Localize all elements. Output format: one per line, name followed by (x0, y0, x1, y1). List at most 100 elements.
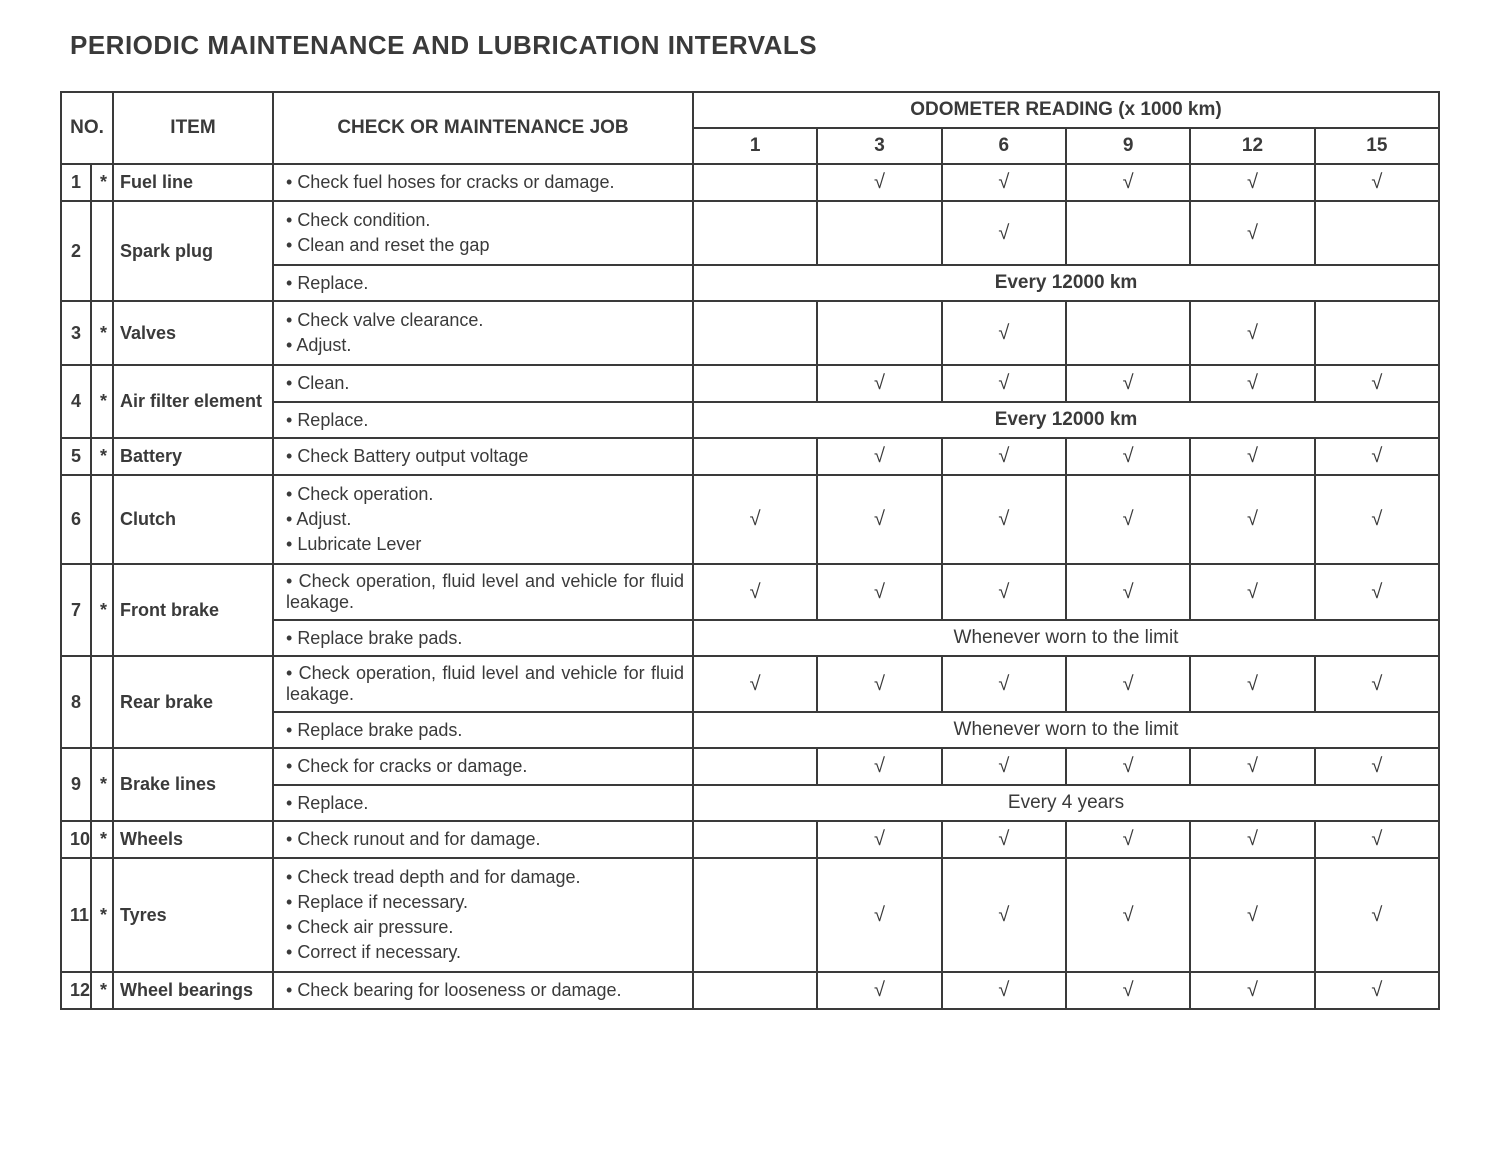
cell-no: 6 (61, 475, 91, 564)
cell-km (817, 201, 941, 265)
cell-no: 1 (61, 164, 91, 201)
cell-km: √ (1315, 656, 1439, 712)
cell-km: √ (693, 656, 817, 712)
cell-km: √ (1190, 438, 1314, 475)
cell-km: √ (942, 821, 1066, 858)
cell-item: Brake lines (113, 748, 273, 821)
header-km-15: 15 (1315, 128, 1439, 164)
table-row: 3 * Valves Check valve clearance. Adjust… (61, 301, 1439, 365)
cell-item: Front brake (113, 564, 273, 656)
page-title: PERIODIC MAINTENANCE AND LUBRICATION INT… (70, 30, 1440, 61)
cell-item: Clutch (113, 475, 273, 564)
cell-km: √ (942, 564, 1066, 620)
cell-km (1066, 201, 1190, 265)
cell-km: √ (1066, 972, 1190, 1009)
header-item: ITEM (113, 92, 273, 164)
cell-note: Every 12000 km (693, 265, 1439, 301)
cell-no: 8 (61, 656, 91, 748)
table-row: 11 * Tyres Check tread depth and for dam… (61, 858, 1439, 972)
table-row: 7 * Front brake Check operation, fluid l… (61, 564, 1439, 620)
cell-km: √ (1066, 438, 1190, 475)
header-km-9: 9 (1066, 128, 1190, 164)
header-km-12: 12 (1190, 128, 1314, 164)
cell-no: 9 (61, 748, 91, 821)
cell-item: Tyres (113, 858, 273, 972)
cell-job: Check runout and for damage. (273, 821, 693, 858)
cell-item: Wheel bearings (113, 972, 273, 1009)
cell-note: Every 12000 km (693, 402, 1439, 438)
header-no: NO. (61, 92, 113, 164)
cell-job: Replace brake pads. (273, 712, 693, 748)
cell-km: √ (1315, 164, 1439, 201)
cell-km (817, 301, 941, 365)
cell-no: 5 (61, 438, 91, 475)
cell-km (693, 748, 817, 785)
cell-item: Wheels (113, 821, 273, 858)
table-row: 4 * Air filter element Clean. √ √ √ √ √ (61, 365, 1439, 402)
cell-km: √ (942, 438, 1066, 475)
cell-item: Air filter element (113, 365, 273, 438)
table-row: 12 * Wheel bearings Check bearing for lo… (61, 972, 1439, 1009)
cell-km (693, 858, 817, 972)
cell-km: √ (1315, 438, 1439, 475)
cell-km: √ (1190, 201, 1314, 265)
cell-km: √ (1190, 365, 1314, 402)
cell-job: Replace. (273, 785, 693, 821)
cell-km: √ (1066, 656, 1190, 712)
cell-km: √ (942, 201, 1066, 265)
cell-star: * (91, 564, 113, 656)
cell-km: √ (1190, 821, 1314, 858)
cell-note: Whenever worn to the limit (693, 712, 1439, 748)
cell-star (91, 201, 113, 301)
table-row: 5 * Battery Check Battery output voltage… (61, 438, 1439, 475)
cell-star: * (91, 858, 113, 972)
header-km-3: 3 (817, 128, 941, 164)
cell-km: √ (1190, 656, 1314, 712)
cell-km: √ (817, 821, 941, 858)
cell-job: Check for cracks or damage. (273, 748, 693, 785)
header-odometer: ODOMETER READING (x 1000 km) (693, 92, 1439, 128)
cell-km (693, 201, 817, 265)
cell-km: √ (1190, 475, 1314, 564)
cell-km: √ (1066, 365, 1190, 402)
cell-km: √ (1190, 164, 1314, 201)
cell-km: √ (942, 164, 1066, 201)
cell-km: √ (817, 438, 941, 475)
cell-star: * (91, 365, 113, 438)
cell-km: √ (817, 748, 941, 785)
cell-km: √ (693, 475, 817, 564)
cell-km: √ (817, 564, 941, 620)
cell-km (693, 438, 817, 475)
cell-no: 7 (61, 564, 91, 656)
cell-star: * (91, 301, 113, 365)
table-row: 1 * Fuel line Check fuel hoses for crack… (61, 164, 1439, 201)
cell-km (1066, 301, 1190, 365)
cell-job: Replace. (273, 265, 693, 301)
cell-km: √ (1190, 858, 1314, 972)
cell-km: √ (1315, 972, 1439, 1009)
cell-star (91, 656, 113, 748)
table-row: 6 Clutch Check operation. Adjust. Lubric… (61, 475, 1439, 564)
cell-item: Valves (113, 301, 273, 365)
cell-km: √ (1315, 821, 1439, 858)
cell-no: 10 (61, 821, 91, 858)
cell-km: √ (1066, 164, 1190, 201)
table-row: 10 * Wheels Check runout and for damage.… (61, 821, 1439, 858)
cell-no: 4 (61, 365, 91, 438)
cell-km: √ (942, 858, 1066, 972)
cell-km (1315, 201, 1439, 265)
cell-km: √ (942, 748, 1066, 785)
header-job: CHECK OR MAINTENANCE JOB (273, 92, 693, 164)
cell-km: √ (817, 972, 941, 1009)
cell-job: Check operation, fluid level and vehicle… (273, 656, 693, 712)
table-row: 9 * Brake lines Check for cracks or dama… (61, 748, 1439, 785)
table-row: 8 Rear brake Check operation, fluid leve… (61, 656, 1439, 712)
cell-km: √ (1066, 475, 1190, 564)
cell-job: Check Battery output voltage (273, 438, 693, 475)
cell-km: √ (1190, 564, 1314, 620)
cell-km (693, 365, 817, 402)
cell-km: √ (1066, 821, 1190, 858)
cell-km: √ (1066, 564, 1190, 620)
cell-km (693, 164, 817, 201)
cell-km (693, 972, 817, 1009)
